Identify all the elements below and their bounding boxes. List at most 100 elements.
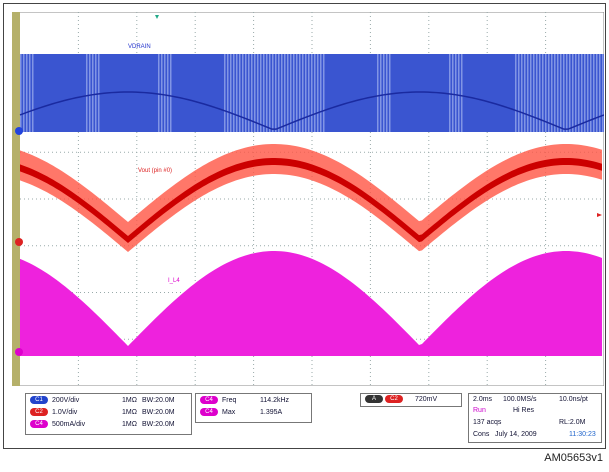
measure-row: C4 Freq 114.2kHz: [200, 396, 307, 406]
tb-acqs: 137 acqs: [473, 419, 502, 426]
timebase-box: 2.0ms 100.0MS/s 10.0ns/pt Run Hi Res 137 ac…: [468, 393, 602, 443]
vdrain-stripe: [233, 54, 235, 132]
vdrain-stripe: [263, 54, 265, 132]
scope-screen: VDRAIN Vout (pin #0) I_L4: [12, 12, 604, 386]
tb-res: 10.0ns/pt: [559, 396, 588, 403]
channel-row: C4 500mA/div 1MΩ BW:20.0M: [30, 420, 187, 430]
channel-impedance: 1MΩ: [122, 397, 137, 404]
vdrain-stripe: [593, 54, 595, 132]
vdrain-stripe: [161, 54, 163, 132]
vdrain-stripe: [293, 54, 295, 132]
vdrain-stripe: [581, 54, 583, 132]
vdrain-stripe: [230, 54, 232, 132]
vdrain-envelope: [19, 91, 604, 130]
vdrain-stripe: [458, 54, 460, 132]
vdrain-stripe: [92, 54, 94, 132]
trigger-channel: C2: [385, 395, 403, 403]
vdrain-stripe: [296, 54, 298, 132]
vdrain-stripe: [590, 54, 592, 132]
channel-id: C4: [30, 420, 48, 428]
vdrain-stripe: [545, 54, 547, 132]
vdrain-stripe: [32, 54, 34, 132]
vdrain-stripe: [266, 54, 268, 132]
figure-id: AM05653v1: [544, 452, 603, 464]
measure-id: C4: [200, 396, 218, 404]
vdrain-stripe: [158, 54, 160, 132]
measure-name: Max: [222, 409, 236, 416]
channel-box: C1 200V/div 1MΩ BW:20.0M C2 1.0V/div 1MΩ BW:20.…: [25, 393, 192, 435]
vdrain-stripe: [602, 54, 604, 132]
vdrain-stripe: [251, 54, 253, 132]
vdrain-stripe: [269, 54, 271, 132]
measure-value: 1.395A: [260, 409, 283, 416]
trigger-marker: [155, 15, 159, 19]
vdrain-stripe: [302, 54, 304, 132]
vdrain-stripe: [599, 54, 601, 132]
measure-id: C4: [200, 408, 218, 416]
vdrain-stripe: [575, 54, 577, 132]
vdrain-stripe: [284, 54, 286, 132]
trace-label: I_L4: [168, 278, 180, 284]
il4-band: [20, 251, 602, 356]
vdrain-stripe: [563, 54, 565, 132]
channel-scale: 500mA/div: [52, 421, 86, 428]
vdrain-stripe: [281, 54, 283, 132]
tb-cons: Cons: [473, 431, 490, 438]
vdrain-stripe: [227, 54, 229, 132]
measure-box: C4 Freq 114.2kHz C4 Max 1.395A: [195, 393, 312, 423]
trace-label: Vout (pin #0): [138, 168, 172, 174]
vdrain-stripe: [287, 54, 289, 132]
channel-bandwidth: BW:20.0M: [142, 421, 175, 428]
vdrain-stripe: [308, 54, 310, 132]
channel-row: C2 1.0V/div 1MΩ BW:20.0M: [30, 408, 187, 418]
trigger-box: A C2 720mV: [360, 393, 462, 407]
channel-id: C2: [30, 408, 48, 416]
vdrain-stripe: [455, 54, 457, 132]
tb-scale: 2.0ms: [473, 396, 493, 403]
vdrain-stripe: [572, 54, 574, 132]
vdrain-stripe: [569, 54, 571, 132]
vdrain-stripe: [254, 54, 256, 132]
vdrain-stripe: [533, 54, 535, 132]
vdrain-stripe: [557, 54, 559, 132]
vdrain-stripe: [551, 54, 553, 132]
vdrain-stripe: [530, 54, 532, 132]
vdrain-stripe: [260, 54, 262, 132]
channel-id: C1: [30, 396, 48, 404]
vdrain-stripe: [536, 54, 538, 132]
vdrain-stripe: [89, 54, 91, 132]
vdrain-stripe: [317, 54, 319, 132]
tb-date: July 14, 2009: [495, 431, 537, 438]
channel-impedance: 1MΩ: [122, 421, 137, 428]
vdrain-stripe: [596, 54, 598, 132]
tb-record: RL:2.0M: [559, 419, 586, 426]
trigger-level: [597, 213, 602, 217]
vdrain-stripe: [461, 54, 463, 132]
channel-bandwidth: BW:20.0M: [142, 397, 175, 404]
vdrain-stripe: [518, 54, 520, 132]
vdrain-stripe: [587, 54, 589, 132]
channel-row: C1 200V/div 1MΩ BW:20.0M: [30, 396, 187, 406]
vdrain-stripe: [548, 54, 550, 132]
vdrain-stripe: [242, 54, 244, 132]
vdrain-stripe: [164, 54, 166, 132]
vdrain-stripe: [578, 54, 580, 132]
vdrain-stripe: [86, 54, 88, 132]
vdrain-stripe: [248, 54, 250, 132]
vdrain-stripe: [386, 54, 388, 132]
vdrain-stripe: [239, 54, 241, 132]
vdrain-stripe: [98, 54, 100, 132]
vdrain-stripe: [383, 54, 385, 132]
vdrain-stripe: [20, 54, 22, 132]
vdrain-stripe: [539, 54, 541, 132]
tb-time: 11:30:23: [569, 431, 596, 438]
channel-marker: [15, 348, 23, 356]
measure-name: Freq: [222, 397, 237, 404]
vdrain-stripe: [275, 54, 277, 132]
vdrain-stripe: [95, 54, 97, 132]
channel-scale: 1.0V/div: [52, 409, 78, 416]
vdrain-stripe: [452, 54, 454, 132]
vdrain-stripe: [320, 54, 322, 132]
measure-value: 114.2kHz: [260, 397, 290, 404]
